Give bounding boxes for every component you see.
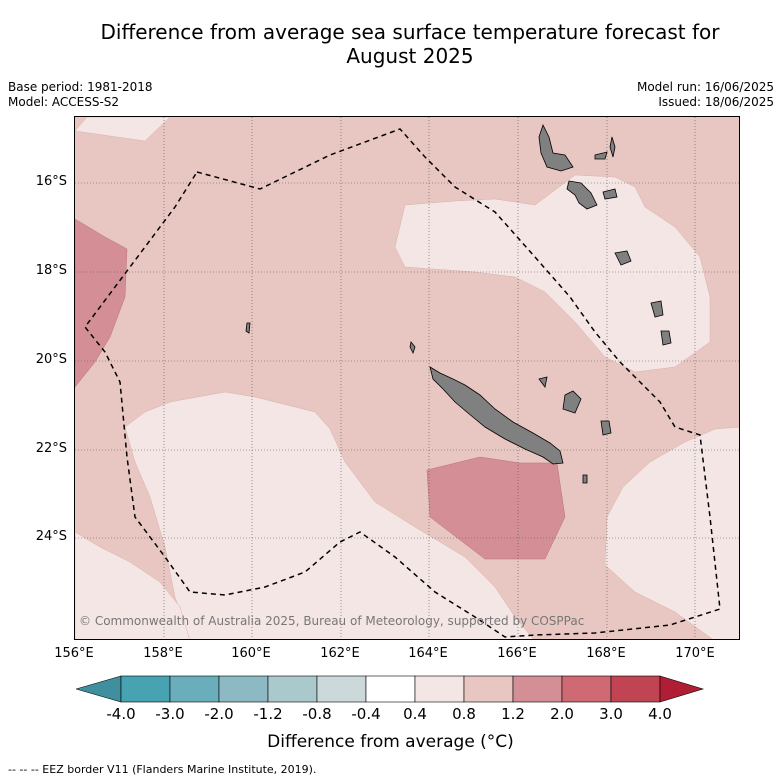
vanuatu-islet-3 <box>602 188 618 200</box>
vanuatu-islet-1 <box>594 151 608 160</box>
colorbar-tick-label: 0.4 <box>403 705 427 723</box>
colorbar-swatch <box>561 675 612 703</box>
new-caledonia-land <box>429 366 564 465</box>
colorbar-tick-label: -0.8 <box>302 705 332 723</box>
lon-label-156e: 156°E <box>54 646 94 661</box>
walpole-land <box>582 474 588 484</box>
base-period: Base period: 1981-2018 <box>8 80 153 94</box>
loyalty-lifou-land <box>562 390 582 414</box>
colorbar-tick-label: 3.0 <box>599 705 623 723</box>
meta-right: Model run: 16/06/2025 Issued: 18/06/2025 <box>637 80 774 110</box>
land-masses <box>245 123 672 484</box>
eez-border <box>84 128 721 638</box>
lat-label-16s: 16°S <box>35 174 67 189</box>
colorbar-swatch <box>610 675 661 703</box>
anomaly-region-light-northeast <box>394 174 711 373</box>
lon-label-168e: 168°E <box>586 646 626 661</box>
anomaly-region-warm-west <box>75 218 128 388</box>
lat-label-24s: 24°S <box>35 529 67 544</box>
model-name: Model: ACCESS-S2 <box>8 95 120 109</box>
colorbar-swatches <box>76 675 705 703</box>
lat-label-22s: 22°S <box>35 441 67 456</box>
lon-label-158e: 158°E <box>143 646 183 661</box>
colorbar-swatch <box>316 675 367 703</box>
colorbar-tick-label: -4.0 <box>106 705 136 723</box>
loyalty-mare-land <box>600 420 612 436</box>
colorbar-tick-label: -2.0 <box>204 705 234 723</box>
tanna-land <box>660 330 672 346</box>
colorbar-tick-label: -3.0 <box>155 705 185 723</box>
anomaly-region-light-southwest <box>75 531 190 639</box>
map-svg <box>75 117 739 639</box>
meta-left: Base period: 1981-2018 Model: ACCESS-S2 <box>8 80 153 110</box>
colorbar-extend-low <box>76 675 122 703</box>
colorbar-tick-label: 4.0 <box>648 705 672 723</box>
issued-date: Issued: 18/06/2025 <box>658 95 774 109</box>
lat-label-20s: 20°S <box>35 352 67 367</box>
colorbar-tick-label: 1.2 <box>501 705 525 723</box>
anomaly-region-light-southcentral <box>124 391 534 639</box>
colorbar-swatch <box>414 675 465 703</box>
lat-label-18s: 18°S <box>35 263 67 278</box>
loyalty-ouvea-land <box>538 376 548 388</box>
map-title: Difference from average sea surface temp… <box>70 20 750 68</box>
lon-label-170e: 170°E <box>675 646 715 661</box>
colorbar-extend-high <box>659 675 705 703</box>
colorbar-swatch <box>365 675 416 703</box>
eez-footnote: -- -- -- EEZ border V11 (Flanders Marine… <box>8 763 317 776</box>
lon-label-162e: 162°E <box>320 646 360 661</box>
lon-label-166e: 166°E <box>497 646 537 661</box>
colorbar-swatch <box>120 675 171 703</box>
isle-of-pines-land <box>409 341 416 355</box>
erromango-land <box>650 300 664 318</box>
lon-label-164e: 164°E <box>408 646 448 661</box>
map-gridlines <box>75 117 739 639</box>
map-panel <box>74 116 740 640</box>
espiritu-santo-land <box>538 123 574 172</box>
colorbar-swatch <box>169 675 220 703</box>
colorbar-tick-label: -1.2 <box>253 705 283 723</box>
chesterfield-islet <box>245 322 251 334</box>
colorbar-swatch <box>267 675 318 703</box>
colorbar-swatch <box>512 675 563 703</box>
title-line-2: August 2025 <box>346 44 474 68</box>
colorbar-tick-label: 2.0 <box>550 705 574 723</box>
colorbar-label: Difference from average (°C) <box>267 732 514 752</box>
colorbar-swatch <box>218 675 269 703</box>
anomaly-region-light-topleft <box>75 117 171 142</box>
lon-label-160e: 160°E <box>231 646 271 661</box>
colorbar <box>76 675 705 703</box>
vanuatu-islet-2 <box>609 136 616 158</box>
colorbar-swatch <box>463 675 514 703</box>
anomaly-region-warm-center <box>426 456 566 560</box>
colorbar-tick-label: 0.8 <box>452 705 476 723</box>
copyright-notice: © Commonwealth of Australia 2025, Bureau… <box>79 614 585 628</box>
colorbar-tick-label: -0.4 <box>351 705 381 723</box>
efate-land <box>614 250 632 266</box>
title-line-1: Difference from average sea surface temp… <box>100 20 720 44</box>
model-run: Model run: 16/06/2025 <box>636 80 774 94</box>
malekula-land <box>566 180 598 210</box>
